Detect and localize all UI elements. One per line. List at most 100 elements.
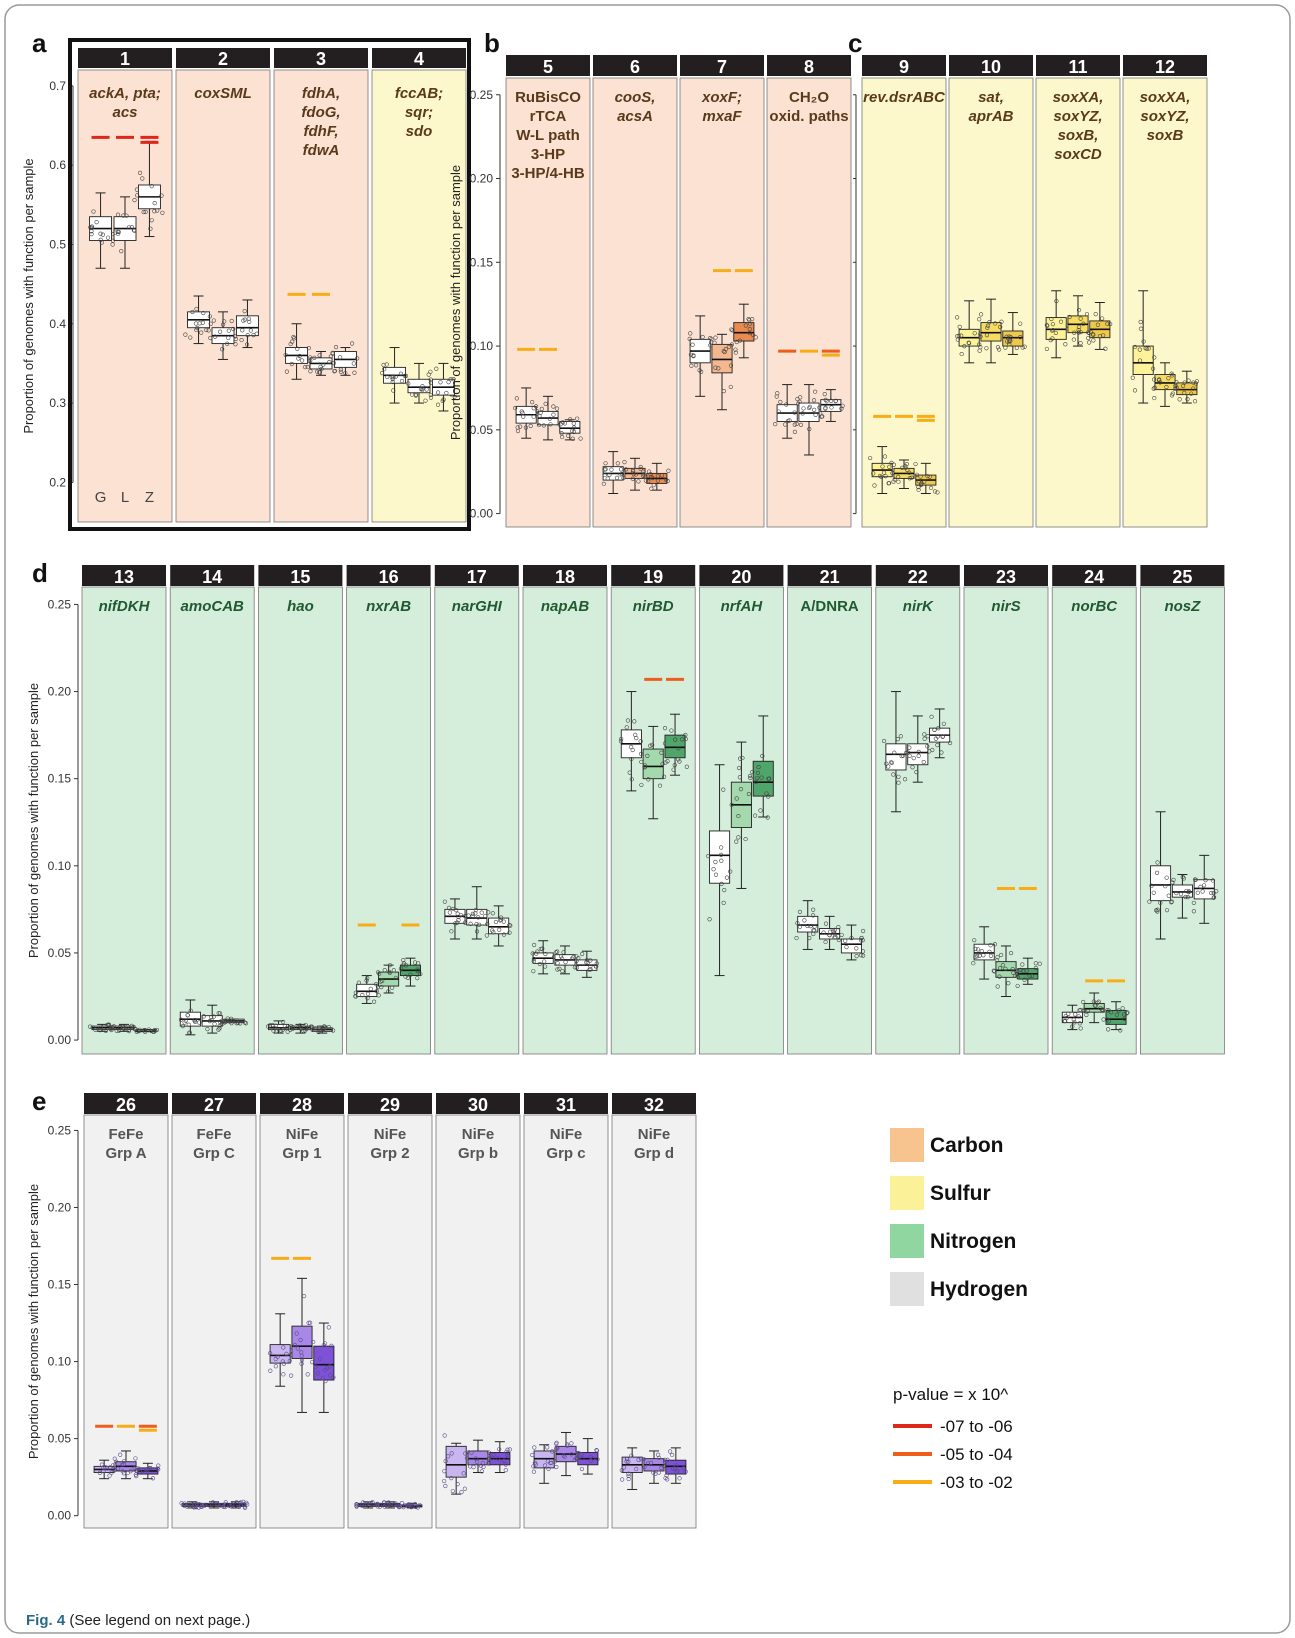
facet-1-point [99,240,104,245]
y-tick-label: 0.15 [48,1278,72,1292]
facet-10-box [980,322,1002,342]
facet-10-box [1002,330,1024,347]
facet-28-point [287,1358,292,1363]
facet-16-point [401,962,406,967]
facet-12-point [1164,384,1169,390]
facet-5-background [505,77,591,528]
facet-10-point [1018,335,1023,340]
facet-19-point [662,726,668,731]
facet-29: 29 NiFe Grp 2 [347,1093,433,1529]
facet-9-point [916,487,921,492]
facet-30-point [455,1482,460,1487]
facet-18-background [522,586,608,1055]
facet-10-point [985,325,990,330]
facet-32-point [674,1463,679,1468]
facet-21-point [811,931,816,937]
facet-4-point [438,380,443,385]
facet-12-label-line: soxXA, [1140,89,1191,106]
facet-22-point [888,760,894,765]
facet-32-point [662,1457,667,1462]
facet-22-box [885,743,907,771]
facet-23-point [1018,967,1023,972]
facet-26-point [112,1456,117,1461]
facet-12-point [1158,380,1163,385]
facet-9-point [892,477,897,482]
facet-5-point [531,414,536,419]
facet-14-point [197,1020,202,1025]
facet-24-point [1091,999,1096,1004]
facet-19-box [642,748,664,780]
facet-14-point [201,1014,206,1019]
facet-15-header [258,565,343,586]
facet-22-point [895,736,901,742]
facet-11-point [1091,338,1096,343]
facet-16-point [401,961,406,966]
facet-13-point [120,1025,126,1031]
facet-2-point [231,326,236,332]
facet-19-point [624,725,629,730]
facet-17-background [434,586,520,1055]
facet-15-point [267,1023,273,1028]
facet-4-point [382,367,387,372]
facet-12-point [1182,380,1187,385]
facet-28-point [273,1364,278,1369]
facet-22-point [925,744,930,749]
facet-30-point [479,1469,484,1474]
facet-19-point [632,719,637,724]
facet-19-point [669,728,674,733]
facet-7: 7 xoxF; mxaF [679,55,765,528]
facet-14-background [169,586,255,1055]
facet-4-point [448,377,453,382]
facet-23-point [1014,969,1019,974]
facet-11-label-line: soxB, [1058,127,1099,144]
facet-32-point [670,1452,675,1458]
facet-1-point [115,212,121,217]
facet-18-point [563,960,568,965]
facet-31-point [569,1441,574,1446]
facet-13-point [114,1028,119,1033]
facet-29-point [366,1501,371,1506]
facet-27-point [189,1502,194,1508]
facet-10-point [996,347,1002,352]
facet-25-point [1151,890,1156,895]
facet-28-point [328,1373,333,1378]
facet-13-point [142,1028,148,1033]
facet-29-point [401,1505,406,1510]
facet-21-point [794,935,799,941]
facet-14-point [180,1024,185,1029]
facet-20-point [755,775,760,781]
facet-20-point [750,769,755,775]
facet-5-point [521,414,526,419]
facet-22-point [896,780,901,785]
facet-6-point [664,477,669,482]
facet-23-point [973,946,978,951]
facet-16-point [415,968,420,974]
facet-22-point [930,747,935,753]
facet-12-point [1144,346,1149,351]
facet-31: 31 NiFe Grp c [523,1093,609,1529]
facet-25-point [1191,900,1196,906]
facet-6-point [601,481,606,486]
facet-31-point [579,1452,584,1457]
facet-18-point [588,967,593,972]
facet-1-point [131,228,137,233]
facet-26-point [142,1470,148,1475]
facet-31-point [595,1457,600,1462]
facet-22-point [916,749,921,754]
y-tick-label: 0.05 [470,423,494,437]
panel-b: b 0.00 0.05 0.10 0.15 0.20 0.25 5 RuBisCO rTCA W-L… [470,28,852,528]
facet-30-point [499,1460,504,1465]
facet-8-point [778,399,783,405]
facet-26-point [132,1466,137,1471]
facet-17-point [470,911,475,916]
facet-19-point [677,759,682,764]
facet-21-point [823,939,828,945]
facet-32-label-line: Grp d [634,1145,674,1162]
facet-32-label-line: NiFe [638,1126,671,1143]
facet-18-point [555,967,560,972]
facet-10-point [978,345,983,350]
facet-14-point [229,1016,234,1021]
facet-6-point [646,479,651,484]
facet-22-label-line: nirK [903,598,934,615]
facet-31-label-line: Grp c [546,1145,585,1162]
